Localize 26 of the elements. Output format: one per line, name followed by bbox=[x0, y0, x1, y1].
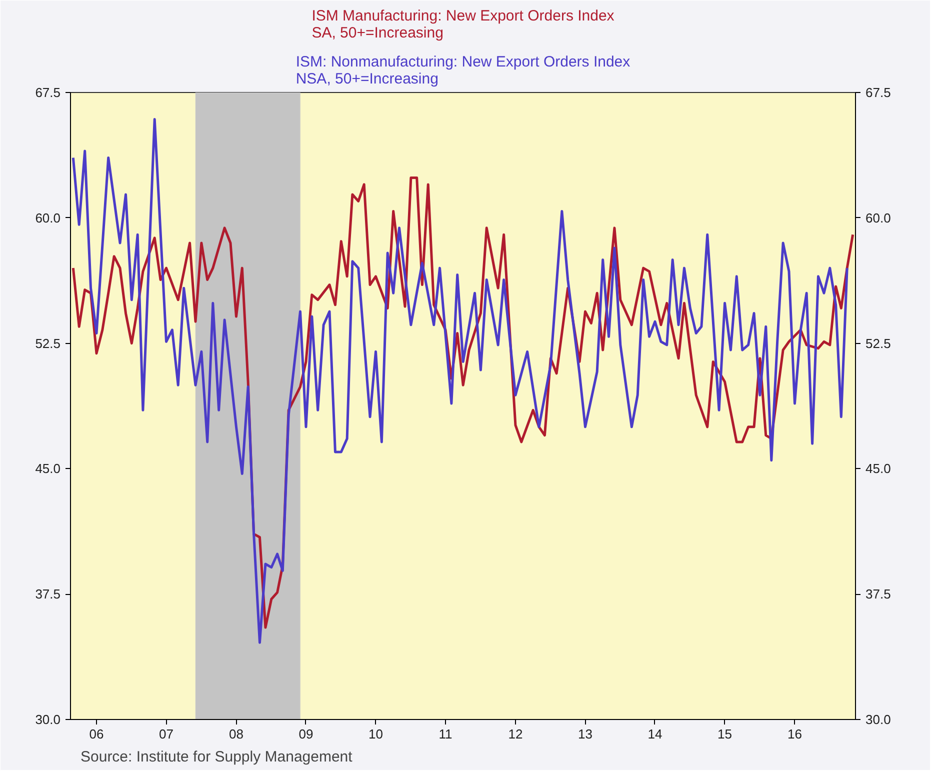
y2-tick-label: 60.0 bbox=[866, 210, 891, 226]
x-tick-label: 07 bbox=[159, 726, 174, 742]
x-tick-label: 08 bbox=[228, 726, 244, 742]
x-tick-label: 09 bbox=[298, 726, 314, 742]
x-tick-label: 13 bbox=[578, 726, 592, 742]
y-tick-label: 37.5 bbox=[35, 586, 61, 602]
text: ISM Manufacturing: New Export Orders Index SA, 50+=Increasing bbox=[312, 8, 615, 42]
x-tick-label: 12 bbox=[508, 726, 523, 742]
y2-tick-label: 52.5 bbox=[866, 336, 891, 351]
x-tick-label: 16 bbox=[787, 726, 802, 742]
x-tick-label: 10 bbox=[368, 726, 383, 742]
x-tick-label: 15 bbox=[718, 726, 732, 742]
x-tick-label: 11 bbox=[438, 726, 452, 742]
x-tick-label: 14 bbox=[648, 726, 662, 742]
y-tick-label: 45.0 bbox=[35, 461, 61, 476]
y2-tick-label: 67.5 bbox=[866, 85, 891, 100]
y2-tick-label: 37.5 bbox=[866, 586, 891, 602]
x-tick-label: 06 bbox=[89, 726, 104, 742]
y-tick-label: 60.0 bbox=[35, 210, 61, 226]
y2-tick-label: 30.0 bbox=[866, 712, 891, 727]
y-tick-label: 52.5 bbox=[35, 336, 61, 351]
source-note: Source: Institute for Supply Management bbox=[80, 748, 354, 766]
y-tick-label: 67.5 bbox=[35, 85, 61, 100]
y2-tick-label: 45.0 bbox=[866, 461, 891, 476]
y-tick-label: 30.0 bbox=[35, 712, 61, 727]
text: ISM: Nonmanufacturing: New Export Orders Index NSA, 50+=Increasing bbox=[296, 54, 631, 88]
